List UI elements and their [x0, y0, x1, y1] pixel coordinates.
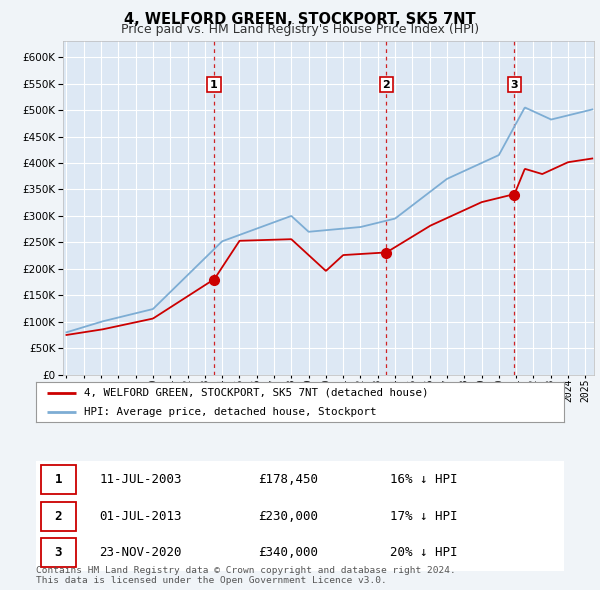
Text: 16% ↓ HPI: 16% ↓ HPI — [390, 473, 457, 486]
Text: 3: 3 — [511, 80, 518, 90]
Text: £340,000: £340,000 — [258, 546, 318, 559]
Text: 1: 1 — [55, 473, 62, 486]
Text: 4, WELFORD GREEN, STOCKPORT, SK5 7NT (detached house): 4, WELFORD GREEN, STOCKPORT, SK5 7NT (de… — [83, 388, 428, 398]
Text: 20% ↓ HPI: 20% ↓ HPI — [390, 546, 457, 559]
FancyBboxPatch shape — [41, 502, 76, 531]
FancyBboxPatch shape — [41, 538, 76, 568]
Text: 11-JUL-2003: 11-JUL-2003 — [100, 473, 182, 486]
Text: 23-NOV-2020: 23-NOV-2020 — [100, 546, 182, 559]
FancyBboxPatch shape — [41, 465, 76, 494]
Text: Contains HM Land Registry data © Crown copyright and database right 2024.
This d: Contains HM Land Registry data © Crown c… — [36, 566, 456, 585]
Text: 01-JUL-2013: 01-JUL-2013 — [100, 510, 182, 523]
Text: £230,000: £230,000 — [258, 510, 318, 523]
Text: 2: 2 — [383, 80, 391, 90]
Text: Price paid vs. HM Land Registry's House Price Index (HPI): Price paid vs. HM Land Registry's House … — [121, 23, 479, 36]
Text: 3: 3 — [55, 546, 62, 559]
Text: 1: 1 — [210, 80, 218, 90]
Text: £178,450: £178,450 — [258, 473, 318, 486]
Text: 2: 2 — [55, 510, 62, 523]
Text: 4, WELFORD GREEN, STOCKPORT, SK5 7NT: 4, WELFORD GREEN, STOCKPORT, SK5 7NT — [124, 12, 476, 27]
Text: 17% ↓ HPI: 17% ↓ HPI — [390, 510, 457, 523]
Text: HPI: Average price, detached house, Stockport: HPI: Average price, detached house, Stoc… — [83, 407, 376, 417]
